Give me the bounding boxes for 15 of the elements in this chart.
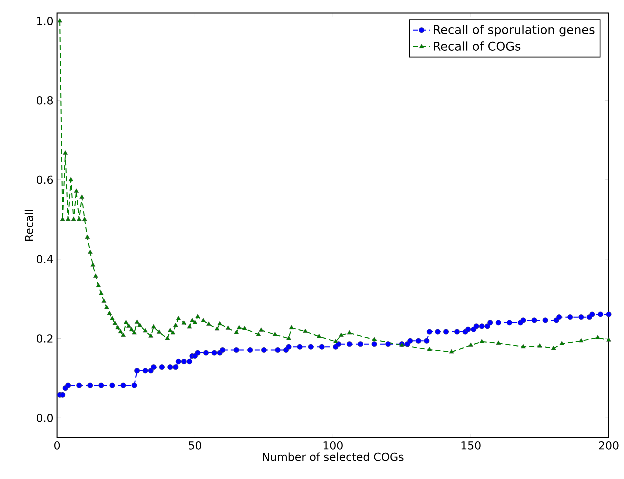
x-tick-label: 100 [324,442,343,450]
y-tick-label: 0.0 [37,414,54,422]
y-tick-label: 1.0 [37,17,54,26]
x-tick-label: 150 [462,442,481,450]
x-axis-title: Number of selected COGs [263,452,404,462]
y-tick-label: 0.4 [37,255,54,264]
y-tick-label: 0.2 [37,334,53,343]
y-axis-title: Recall [24,210,34,241]
x-tick-label: 200 [599,442,619,450]
x-tick-label: 50 [189,442,202,450]
y-tick-label: 0.6 [37,176,54,184]
x-tick-label: 0 [54,442,60,450]
legend-label: Recall of sporulation genes [434,25,595,37]
y-tick-label: 0.8 [37,96,54,105]
legend-label: Recall of COGs [434,42,521,51]
